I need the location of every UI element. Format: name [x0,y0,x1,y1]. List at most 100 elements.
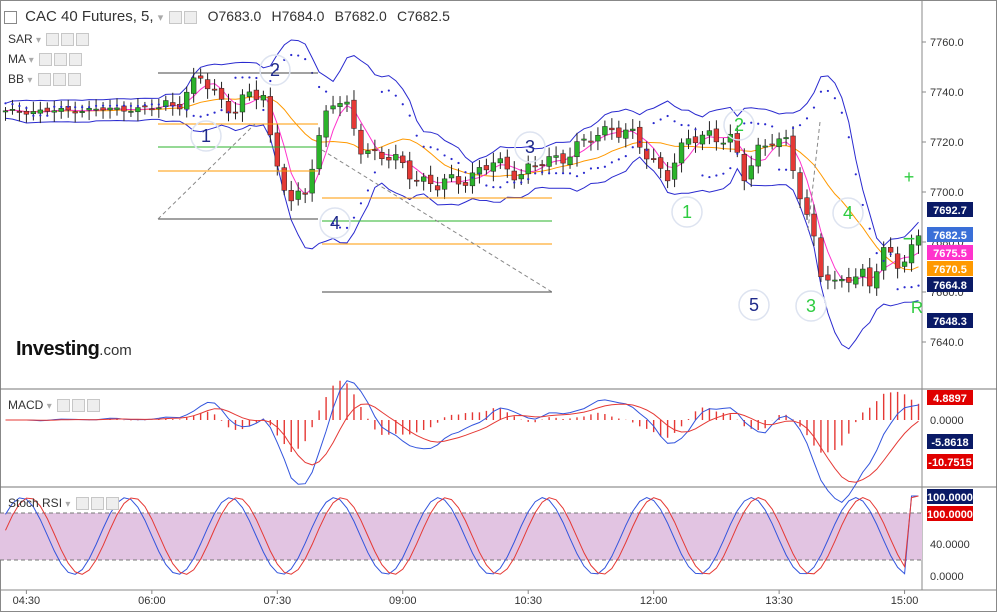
eye-icon[interactable] [39,53,53,67]
dropdown-icon[interactable]: ▾ [65,499,71,510]
candle [51,110,57,113]
collapse-icon[interactable] [4,10,17,24]
indicator-ma[interactable]: MA ▾ [8,52,83,67]
candle [191,77,197,94]
close-icon[interactable] [69,53,83,67]
sar-dot [331,222,335,225]
wave-circle [259,54,291,86]
sar-dot [729,167,732,170]
y-tick-label: 0.0000 [930,571,964,583]
macd-header[interactable]: MACD ▾ [8,398,101,413]
y-tick-label: 40.0000 [930,539,970,551]
candle [734,133,740,153]
gear-icon[interactable] [54,53,68,67]
candle [316,135,322,170]
sar-dot [736,152,739,155]
sar-dot [471,176,474,179]
candle [455,176,462,185]
candle [602,126,608,136]
sar-dot [157,103,160,106]
candle [58,108,64,112]
sar-dot [652,121,655,125]
close-icon[interactable] [105,497,119,511]
y-tick-label: 7740.0 [930,87,964,99]
sar-dot [304,58,307,61]
sar-dot [750,121,753,124]
dropdown-icon[interactable]: ▾ [28,55,34,66]
eye-icon[interactable] [57,399,71,413]
eye-icon[interactable] [46,33,60,47]
candle [274,132,280,167]
sar-dot [178,105,181,108]
macd-tag-label: -5.8618 [931,437,968,449]
price-tag: 7670.5 [927,261,973,276]
sar-dot [359,202,363,205]
gear-icon[interactable] [90,497,104,511]
indicator-bb[interactable]: BB ▾ [8,72,81,87]
candle [239,94,246,113]
sar-dot [805,117,809,120]
candle [434,185,441,191]
sar-dot [276,68,279,71]
gear-icon[interactable] [52,73,66,87]
wave-circle [795,290,827,322]
stoch-tag-bg [927,506,973,521]
sar-dot [631,146,634,149]
wave-label: 1 [201,126,211,146]
dropdown-icon[interactable]: ▾ [157,12,164,24]
candle [295,190,301,200]
price-tag: 7692.7 [927,202,973,217]
eye-icon[interactable] [169,10,183,24]
candle [483,165,490,171]
eye-icon[interactable] [75,497,89,511]
sar-dot [826,89,830,93]
close-icon[interactable] [87,399,101,413]
stoch-header[interactable]: Stoch RSI ▾ [8,496,119,511]
price-tag: 7675.5 [927,245,973,260]
gear-icon[interactable] [72,399,86,413]
price-tag-label: 7648.3 [933,316,967,328]
candle [685,138,692,145]
sar-dot [380,90,383,93]
sar-dot [94,104,98,108]
price-tag-label: 7675.5 [933,248,967,260]
candle [204,79,211,90]
y-tick-label: 7700.0 [930,187,964,199]
sar-dot [150,103,153,106]
close-icon[interactable] [67,73,81,87]
price-tag-bg [927,227,973,242]
wave-label: 2 [734,115,744,135]
candle [825,274,831,281]
candle [908,244,915,264]
candle [107,107,113,111]
dropdown-icon[interactable]: ▾ [36,35,42,46]
sar-dot [715,174,718,177]
ohlc-bid: B7682.0 [334,8,387,24]
candle [762,145,768,148]
sar-dot [757,122,760,125]
price-tag-bg [927,261,973,276]
indicator-sar[interactable]: SAR ▾ [8,32,90,47]
gear-icon[interactable] [61,33,75,47]
sar-dot [847,136,850,139]
dropdown-icon[interactable]: ▾ [27,75,33,86]
candle [337,103,343,107]
candle [414,179,420,182]
candle [699,134,706,145]
sar-dot [743,122,746,125]
close-icon[interactable] [76,33,90,47]
candle [853,276,859,285]
wave-label: 3 [806,296,816,316]
x-tick-label: 06:00 [138,595,166,607]
sar-dot [638,140,641,144]
price-tag: 7648.3 [927,313,973,328]
stoch-tag-label: 100.0000 [927,492,973,504]
sar-dot [492,186,495,189]
sar-dot [213,111,216,114]
sar-dot [764,123,767,126]
eye-icon[interactable] [37,73,51,87]
sar-dot [506,181,509,184]
gear-icon[interactable] [184,10,198,24]
dropdown-icon[interactable]: ▾ [46,401,52,412]
